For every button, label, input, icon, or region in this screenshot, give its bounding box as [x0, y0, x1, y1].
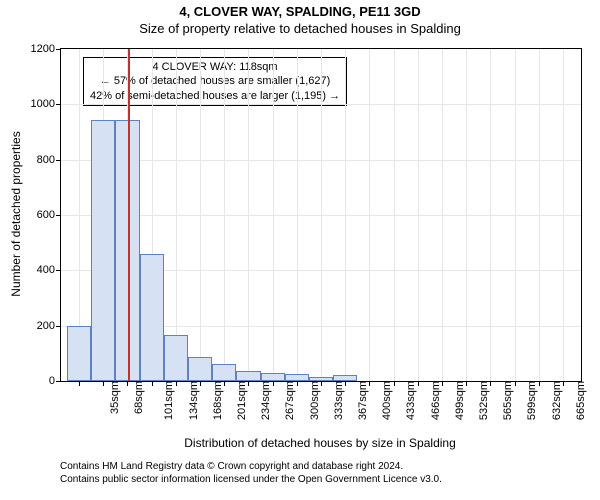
x-tick-label: 267sqm — [279, 381, 297, 420]
x-tick-label: 433sqm — [400, 381, 418, 420]
x-tick-label: 367sqm — [351, 381, 369, 420]
annotation-box: 4 CLOVER WAY: 118sqm← 57% of detached ho… — [83, 57, 347, 106]
footer-line: Contains HM Land Registry data © Crown c… — [60, 460, 442, 473]
chart-title: 4, CLOVER WAY, SPALDING, PE11 3GD — [0, 0, 600, 21]
x-tick-label: 68sqm — [127, 381, 145, 414]
x-tick-label: 665sqm — [569, 381, 587, 420]
x-tick-label: 599sqm — [520, 381, 538, 420]
y-axis-label: Number of detached properties — [9, 131, 23, 296]
y-tick-label: 800 — [37, 154, 61, 166]
y-tick-label: 200 — [37, 320, 61, 332]
x-tick-label: 333sqm — [327, 381, 345, 420]
x-tick-label: 201sqm — [230, 381, 248, 420]
chart-subtitle: Size of property relative to detached ho… — [0, 21, 600, 38]
x-tick-label: 134sqm — [182, 381, 200, 420]
x-tick-label: 466sqm — [424, 381, 442, 420]
x-tick-label: 300sqm — [303, 381, 321, 420]
histogram-bar — [261, 373, 285, 381]
y-tick-label: 600 — [37, 209, 61, 221]
histogram-bar — [188, 357, 212, 381]
histogram-bar — [67, 326, 91, 381]
chart-container: 4, CLOVER WAY, SPALDING, PE11 3GD Size o… — [0, 0, 600, 500]
histogram-bar — [164, 335, 188, 381]
x-tick-label: 532sqm — [472, 381, 490, 420]
plot-area: 4 CLOVER WAY: 118sqm← 57% of detached ho… — [60, 48, 582, 382]
x-tick-label: 101sqm — [158, 381, 176, 420]
x-tick-label: 565sqm — [496, 381, 514, 420]
y-tick-label: 400 — [37, 264, 61, 276]
reference-line — [128, 49, 130, 381]
x-tick-label: 35sqm — [103, 381, 121, 414]
x-tick-label: 400sqm — [375, 381, 393, 420]
histogram-bar — [285, 374, 309, 381]
histogram-bar — [236, 371, 260, 381]
histogram-bar — [91, 120, 115, 381]
x-tick-label: 168sqm — [206, 381, 224, 420]
footer-line: Contains public sector information licen… — [60, 473, 442, 486]
x-tick-label: 698sqm — [593, 381, 600, 420]
x-axis-label: Distribution of detached houses by size … — [184, 436, 456, 450]
x-tick-label: 499sqm — [448, 381, 466, 420]
y-tick-label: 1200 — [31, 43, 61, 55]
histogram-bar — [212, 364, 236, 381]
y-tick-label: 1000 — [31, 98, 61, 110]
x-tick-label: 632sqm — [545, 381, 563, 420]
histogram-bar — [309, 377, 333, 381]
histogram-bar — [140, 254, 164, 381]
histogram-bar — [333, 375, 357, 381]
y-tick-label: 0 — [49, 375, 61, 387]
footer-attribution: Contains HM Land Registry data © Crown c… — [60, 460, 442, 486]
x-tick-label: 234sqm — [254, 381, 272, 420]
